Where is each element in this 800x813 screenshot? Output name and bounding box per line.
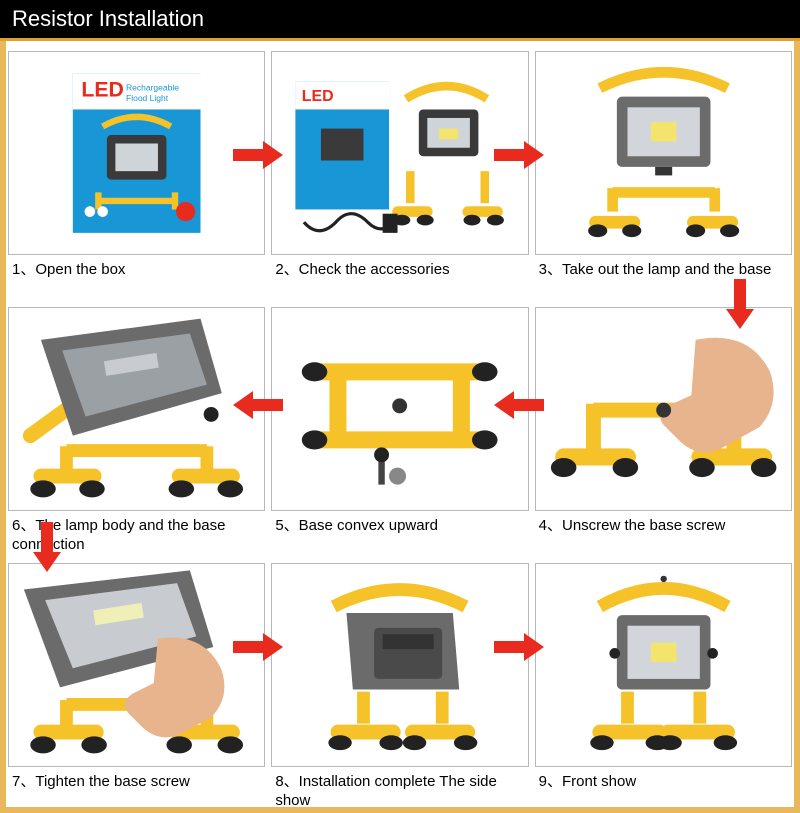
step-3: 3、Take out the lamp and the base [535,51,792,301]
svg-text:LED: LED [81,78,124,102]
svg-text:Flood Light: Flood Light [126,93,169,103]
step-4-image [535,307,792,511]
step-9: 9、Front show [535,563,792,813]
step-2-caption: 2、Check the accessories [271,255,528,301]
step-9-caption: 9、Front show [535,767,792,813]
step-7-caption: 7、Tighten the base screw [8,767,265,813]
step-3-image [535,51,792,255]
arrow-icon [233,633,283,661]
step-9-image [535,563,792,767]
arrow-icon [494,391,544,419]
step-7-image [8,563,265,767]
arrow-icon [494,633,544,661]
step-1-caption: 1、Open the box [8,255,265,301]
step-8: 8、Installation complete The side show [271,563,528,813]
title-bar: Resistor Installation [0,0,800,41]
page-title: Resistor Installation [12,6,204,31]
step-1-image: LED Rechargeable Flood Light [8,51,265,255]
step-1: LED Rechargeable Flood Light 1、Open the … [8,51,265,301]
step-4: 4、Unscrew the base screw [535,307,792,557]
step-2: LED 2、Check t [271,51,528,301]
installation-guide: Resistor Installation LED Rechargeable F… [0,0,800,800]
arrow-icon [33,522,61,572]
step-6: 6、The lamp body and the base connection [8,307,265,557]
arrow-icon [233,391,283,419]
step-2-image: LED [271,51,528,255]
step-6-image [8,307,265,511]
step-8-caption: 8、Installation complete The side show [271,767,528,813]
step-8-image [271,563,528,767]
step-5-image [271,307,528,511]
arrow-icon [233,141,283,169]
svg-text:Rechargeable: Rechargeable [126,82,179,92]
steps-grid: LED Rechargeable Flood Light 1、Open the … [0,41,800,813]
step-5-caption: 5、Base convex upward [271,511,528,557]
arrow-icon [726,279,754,329]
svg-text:LED: LED [302,88,334,105]
step-5: 5、Base convex upward [271,307,528,557]
step-4-caption: 4、Unscrew the base screw [535,511,792,557]
arrow-icon [494,141,544,169]
step-7: 7、Tighten the base screw [8,563,265,813]
